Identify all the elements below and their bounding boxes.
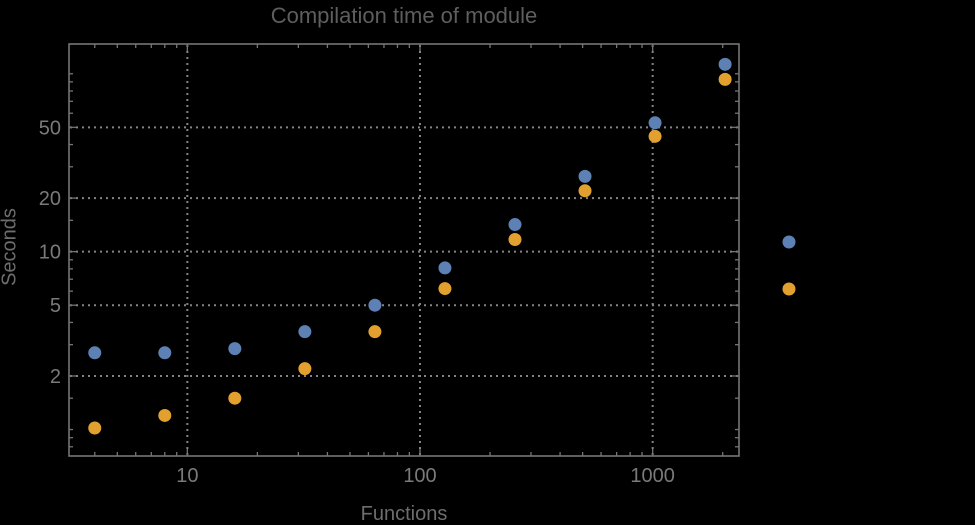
data-point-orange bbox=[228, 391, 242, 405]
data-point-orange bbox=[578, 184, 592, 198]
legend-marker-blue bbox=[782, 235, 796, 249]
data-point-orange bbox=[158, 408, 172, 422]
data-point-blue bbox=[158, 346, 172, 360]
chart-title: Compilation time of module bbox=[270, 3, 538, 28]
data-point-blue bbox=[298, 325, 312, 339]
data-point-blue bbox=[508, 218, 522, 232]
data-point-blue bbox=[438, 261, 452, 275]
frame-rect bbox=[68, 43, 740, 457]
data-point-blue bbox=[228, 342, 242, 356]
y-tick-label-2: 2 bbox=[50, 366, 61, 388]
x-tick-label-10: 10 bbox=[176, 465, 198, 487]
data-point-blue bbox=[648, 116, 662, 130]
y-tick-label-20: 20 bbox=[39, 188, 61, 210]
y-tick-label-5: 5 bbox=[50, 295, 61, 317]
x-tick-labels: 10 100 1000 bbox=[176, 465, 675, 487]
data-points bbox=[88, 57, 732, 435]
data-point-orange bbox=[88, 421, 102, 435]
x-tick-label-1000: 1000 bbox=[630, 465, 675, 487]
x-tick-label-100: 100 bbox=[403, 465, 436, 487]
x-axis-label: Functions bbox=[360, 503, 448, 525]
y-tick-labels: 2 5 10 20 50 bbox=[39, 117, 61, 388]
data-point-orange bbox=[648, 129, 662, 143]
legend-marker-orange bbox=[782, 282, 796, 296]
data-point-blue bbox=[578, 169, 592, 183]
data-point-orange bbox=[368, 325, 382, 339]
y-axis-label: Seconds bbox=[0, 208, 21, 286]
plot-frame bbox=[68, 43, 740, 457]
data-point-orange bbox=[298, 362, 312, 376]
legend-markers bbox=[782, 235, 796, 296]
data-point-blue bbox=[718, 57, 732, 71]
gridlines bbox=[70, 45, 738, 455]
data-point-orange bbox=[508, 233, 522, 247]
data-point-blue bbox=[368, 298, 382, 312]
y-tick-label-50: 50 bbox=[39, 117, 61, 139]
axis-ticks bbox=[69, 44, 739, 456]
data-point-blue bbox=[88, 346, 102, 360]
data-point-orange bbox=[438, 282, 452, 296]
y-tick-label-10: 10 bbox=[39, 242, 61, 264]
data-point-orange bbox=[718, 72, 732, 86]
